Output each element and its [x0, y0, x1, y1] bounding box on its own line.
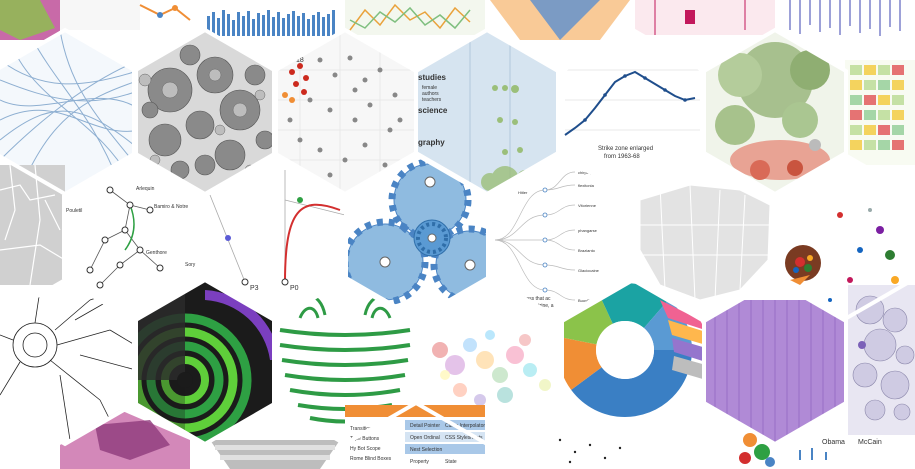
force-node-2: Pouletil — [66, 208, 82, 214]
heatmap-partial — [845, 60, 915, 165]
table-row-5: State — [445, 459, 457, 465]
table-row-3: Rome Blind Boxes — [350, 456, 392, 462]
studies-label-2: graphy — [418, 138, 445, 147]
tree-label-4: Brazianto — [578, 248, 596, 253]
table-row-0: Transition — [350, 426, 372, 432]
strike-note-1: from 1963-68 — [604, 154, 640, 160]
table-row-4: Property — [410, 459, 429, 465]
table-row-1: Tape Buttons — [350, 436, 380, 442]
bottom-strip: Transition Tape Buttons Hy Bot Scope Rom… — [60, 405, 882, 469]
force-node-1: Bamiro & Notre — [154, 204, 188, 210]
table-row-2: Hy Bot Scope — [350, 446, 381, 452]
tree-label-7: Hitler — [518, 190, 528, 195]
force-node-3: Genthore — [146, 250, 167, 256]
table-col-4: Nest Selection — [410, 447, 442, 453]
point-label-p0: P0 — [290, 285, 299, 292]
circle-pack-partial — [848, 285, 915, 435]
studies-sub-2: teachers — [422, 97, 442, 103]
api-table: Transition Tape Buttons Hy Bot Scope Rom… — [345, 405, 485, 469]
honeycomb-grid — [0, 27, 915, 447]
tree-label-1: flexitonia — [578, 183, 595, 188]
table-col-1: Curve Interpolator — [445, 423, 485, 429]
force-node-0: Arlequin — [136, 186, 155, 192]
table-col-3: CSS Stylesheets — [445, 435, 483, 441]
table-col-2: Open Ordinal — [410, 435, 440, 441]
tree-label-5: Glaciocaine — [578, 268, 600, 273]
tree-label-2: Vitorienne — [578, 203, 597, 208]
strike-note-0: Strike zone enlarged — [598, 146, 653, 152]
tree-label-0: chirping — [578, 170, 592, 175]
top-strip — [0, 0, 901, 40]
top-bar-chart — [205, 8, 345, 36]
studies-sub-1: authors — [422, 91, 439, 97]
election-label-obama: Obama — [822, 439, 845, 446]
studies-sub-0: female — [422, 85, 437, 91]
studies-label-1: science — [418, 106, 448, 115]
force-node-4: Sory — [185, 262, 196, 268]
county-map-partial — [0, 164, 66, 286]
point-label-p3: P3 — [250, 285, 259, 292]
tree-label-6: BuoyFlor — [578, 298, 595, 303]
election-label-mccain: McCain — [858, 439, 882, 446]
table-col-0: Detail Pointer — [410, 423, 440, 429]
tree-label-3: phangarse — [578, 228, 598, 233]
studies-label-0: studies — [418, 73, 447, 82]
